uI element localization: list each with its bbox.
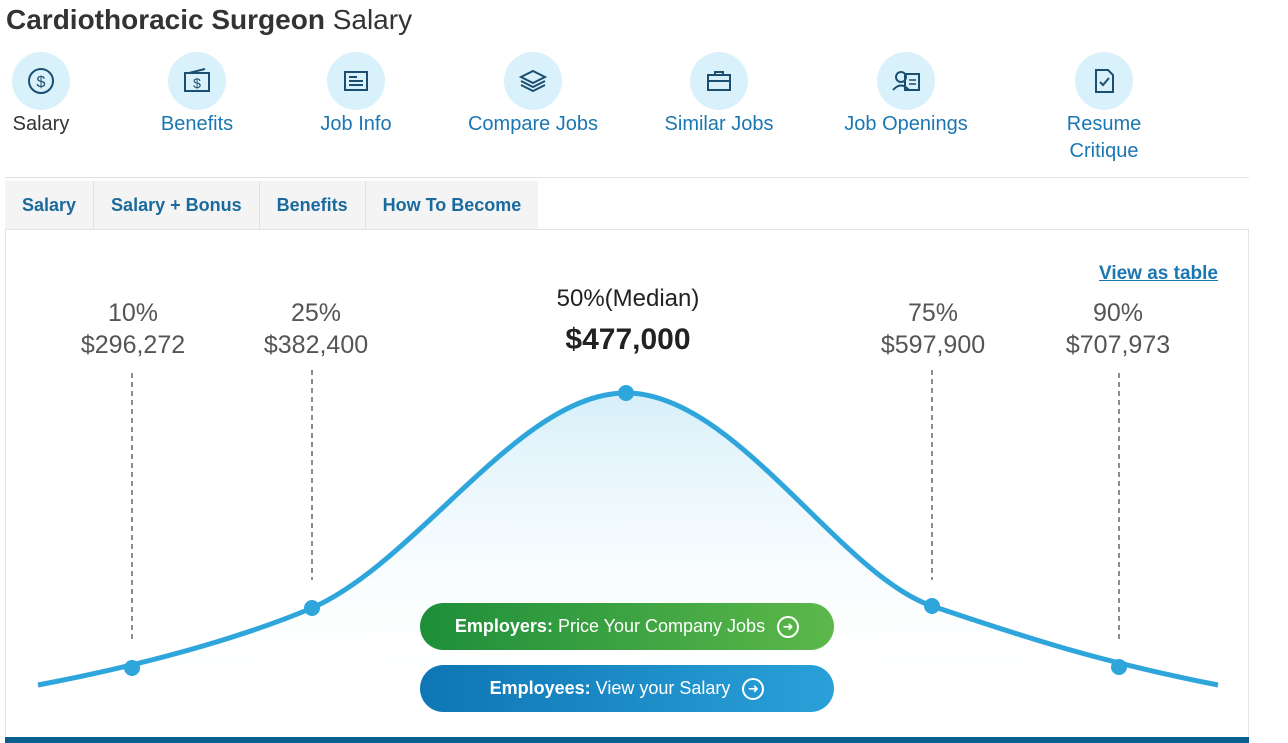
nav-resume-critique-label: Resume Critique bbox=[1066, 113, 1142, 162]
nav-compare-jobs-label: Compare Jobs bbox=[467, 113, 599, 135]
p90-value: $707,973 bbox=[1065, 331, 1171, 359]
p10-label: 10% $296,272 bbox=[53, 297, 213, 361]
divider bbox=[5, 177, 1249, 178]
tab-benefits[interactable]: Benefits bbox=[259, 181, 366, 229]
document-lines-icon bbox=[327, 52, 385, 110]
job-title: Cardiothoracic Surgeon bbox=[6, 4, 325, 35]
employers-cta-text: Price Your Company Jobs bbox=[557, 616, 766, 636]
tab-salary-bonus[interactable]: Salary + Bonus bbox=[94, 181, 260, 229]
p75-pct: 75% bbox=[907, 299, 959, 327]
nav-compare-jobs[interactable]: Compare Jobs bbox=[463, 52, 603, 138]
layers-icon bbox=[504, 52, 562, 110]
nav-similar-jobs-label: Similar Jobs bbox=[664, 113, 774, 135]
nav-job-openings-label: Job Openings bbox=[844, 113, 968, 135]
nav-benefits-label: Benefits bbox=[160, 113, 234, 135]
p10-value: $296,272 bbox=[80, 331, 186, 359]
nav-job-info[interactable]: Job Info bbox=[286, 52, 426, 138]
p25-pct: 25% bbox=[290, 299, 342, 327]
nav-salary[interactable]: $ Salary bbox=[0, 52, 111, 138]
nav-job-info-label: Job Info bbox=[320, 113, 392, 135]
title-suffix: Salary bbox=[324, 4, 413, 35]
view-as-table-link[interactable]: View as table bbox=[1099, 263, 1218, 284]
dollar-coin-icon: $ bbox=[12, 52, 70, 110]
p25-label: 25% $382,400 bbox=[236, 297, 396, 361]
tab-salary[interactable]: Salary bbox=[5, 181, 95, 229]
p25-value: $382,400 bbox=[263, 331, 369, 359]
document-check-icon bbox=[1075, 52, 1133, 110]
briefcase-icon bbox=[690, 52, 748, 110]
p10-point bbox=[124, 660, 140, 676]
p90-point bbox=[1111, 659, 1127, 675]
p50-value: $477,000 bbox=[565, 323, 691, 356]
employers-cta-bold: Employers: bbox=[454, 616, 553, 636]
person-card-icon bbox=[877, 52, 935, 110]
employees-cta-button[interactable]: Employees: View your Salary ➜ bbox=[420, 665, 834, 712]
svg-text:$: $ bbox=[37, 74, 46, 91]
page-title: Cardiothoracic Surgeon Salary bbox=[6, 4, 412, 36]
svg-text:$: $ bbox=[193, 75, 201, 91]
curve-fill bbox=[38, 393, 1218, 700]
dollar-bill-icon: $ bbox=[168, 52, 226, 110]
nav-similar-jobs[interactable]: Similar Jobs bbox=[649, 52, 789, 138]
employers-cta-button[interactable]: Employers: Price Your Company Jobs ➜ bbox=[420, 603, 834, 650]
panel-bottom-bar bbox=[5, 737, 1249, 743]
p75-label: 75% $597,900 bbox=[853, 297, 1013, 361]
p90-label: 90% $707,973 bbox=[1038, 297, 1198, 361]
tab-how-to-become[interactable]: How To Become bbox=[365, 181, 539, 229]
employees-cta-text: View your Salary bbox=[595, 678, 731, 698]
nav-job-openings[interactable]: Job Openings bbox=[836, 52, 976, 138]
p75-value: $597,900 bbox=[880, 331, 986, 359]
p10-pct: 10% bbox=[107, 299, 159, 327]
p90-pct: 90% bbox=[1092, 299, 1144, 327]
nav-salary-label: Salary bbox=[12, 113, 70, 135]
nav-benefits[interactable]: $ Benefits bbox=[127, 52, 267, 138]
p25-point bbox=[304, 600, 320, 616]
employees-cta-bold: Employees: bbox=[489, 678, 591, 698]
p50-point bbox=[618, 385, 634, 401]
p50-pct: 50%(Median) bbox=[556, 285, 700, 312]
p75-point bbox=[924, 598, 940, 614]
nav-resume-critique[interactable]: Resume Critique bbox=[1034, 52, 1174, 165]
arrow-right-circle-icon: ➜ bbox=[742, 677, 765, 700]
arrow-right-circle-icon: ➜ bbox=[777, 615, 800, 638]
salary-tabs: Salary Salary + Bonus Benefits How To Be… bbox=[5, 181, 539, 229]
